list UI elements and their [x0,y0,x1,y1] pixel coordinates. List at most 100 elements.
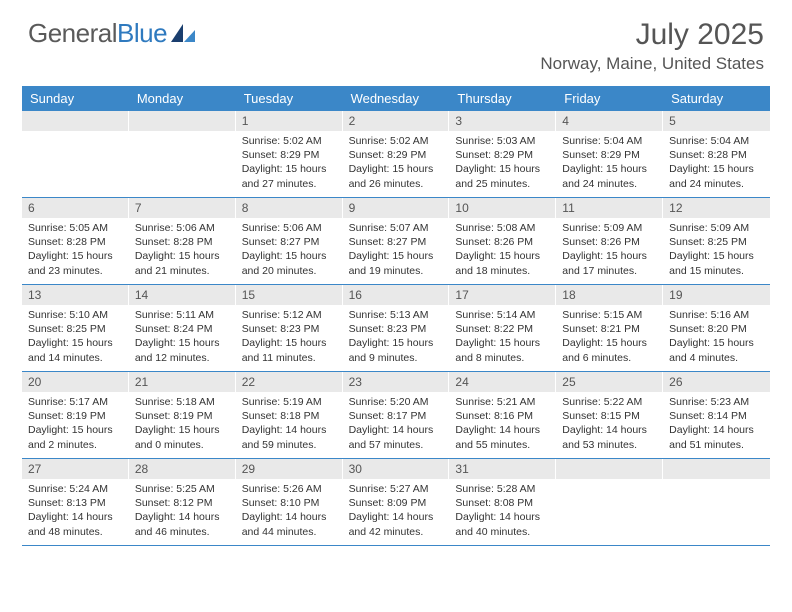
day-number: 30 [343,459,450,479]
day-details: Sunrise: 5:10 AMSunset: 8:25 PMDaylight:… [22,305,129,369]
day-details: Sunrise: 5:09 AMSunset: 8:26 PMDaylight:… [556,218,663,282]
day-3: 3Sunrise: 5:03 AMSunset: 8:29 PMDaylight… [449,111,556,197]
calendar: SundayMondayTuesdayWednesdayThursdayFrid… [22,86,770,546]
day-details: Sunrise: 5:19 AMSunset: 8:18 PMDaylight:… [236,392,343,456]
dow-thursday: Thursday [449,86,556,111]
day-number: 1 [236,111,343,131]
empty-day [663,459,770,545]
day-details: Sunrise: 5:07 AMSunset: 8:27 PMDaylight:… [343,218,450,282]
day-details: Sunrise: 5:27 AMSunset: 8:09 PMDaylight:… [343,479,450,543]
day-details: Sunrise: 5:11 AMSunset: 8:24 PMDaylight:… [129,305,236,369]
day-details: Sunrise: 5:16 AMSunset: 8:20 PMDaylight:… [663,305,770,369]
day-number: 21 [129,372,236,392]
day-number [556,459,663,479]
day-number: 23 [343,372,450,392]
day-details: Sunrise: 5:17 AMSunset: 8:19 PMDaylight:… [22,392,129,456]
day-11: 11Sunrise: 5:09 AMSunset: 8:26 PMDayligh… [556,198,663,284]
day-details: Sunrise: 5:15 AMSunset: 8:21 PMDaylight:… [556,305,663,369]
sail-icon [171,24,197,44]
day-number: 6 [22,198,129,218]
day-details: Sunrise: 5:22 AMSunset: 8:15 PMDaylight:… [556,392,663,456]
day-details: Sunrise: 5:21 AMSunset: 8:16 PMDaylight:… [449,392,556,456]
day-number: 10 [449,198,556,218]
brand-part2: Blue [117,18,167,49]
day-number: 12 [663,198,770,218]
day-number: 27 [22,459,129,479]
day-29: 29Sunrise: 5:26 AMSunset: 8:10 PMDayligh… [236,459,343,545]
day-details: Sunrise: 5:20 AMSunset: 8:17 PMDaylight:… [343,392,450,456]
day-21: 21Sunrise: 5:18 AMSunset: 8:19 PMDayligh… [129,372,236,458]
day-details: Sunrise: 5:25 AMSunset: 8:12 PMDaylight:… [129,479,236,543]
day-number [663,459,770,479]
day-8: 8Sunrise: 5:06 AMSunset: 8:27 PMDaylight… [236,198,343,284]
day-details: Sunrise: 5:02 AMSunset: 8:29 PMDaylight:… [236,131,343,195]
dow-monday: Monday [129,86,236,111]
dow-sunday: Sunday [22,86,129,111]
day-number [129,111,236,131]
day-details: Sunrise: 5:18 AMSunset: 8:19 PMDaylight:… [129,392,236,456]
day-16: 16Sunrise: 5:13 AMSunset: 8:23 PMDayligh… [343,285,450,371]
day-number: 4 [556,111,663,131]
day-18: 18Sunrise: 5:15 AMSunset: 8:21 PMDayligh… [556,285,663,371]
day-31: 31Sunrise: 5:28 AMSunset: 8:08 PMDayligh… [449,459,556,545]
dow-saturday: Saturday [663,86,770,111]
dow-header-row: SundayMondayTuesdayWednesdayThursdayFrid… [22,86,770,111]
day-number: 2 [343,111,450,131]
day-20: 20Sunrise: 5:17 AMSunset: 8:19 PMDayligh… [22,372,129,458]
day-30: 30Sunrise: 5:27 AMSunset: 8:09 PMDayligh… [343,459,450,545]
day-22: 22Sunrise: 5:19 AMSunset: 8:18 PMDayligh… [236,372,343,458]
day-26: 26Sunrise: 5:23 AMSunset: 8:14 PMDayligh… [663,372,770,458]
day-number: 8 [236,198,343,218]
day-number: 28 [129,459,236,479]
day-number: 20 [22,372,129,392]
day-details: Sunrise: 5:06 AMSunset: 8:27 PMDaylight:… [236,218,343,282]
day-25: 25Sunrise: 5:22 AMSunset: 8:15 PMDayligh… [556,372,663,458]
day-28: 28Sunrise: 5:25 AMSunset: 8:12 PMDayligh… [129,459,236,545]
day-19: 19Sunrise: 5:16 AMSunset: 8:20 PMDayligh… [663,285,770,371]
day-number: 16 [343,285,450,305]
day-23: 23Sunrise: 5:20 AMSunset: 8:17 PMDayligh… [343,372,450,458]
empty-day [129,111,236,197]
month-title: July 2025 [540,18,764,52]
day-number: 9 [343,198,450,218]
day-details: Sunrise: 5:28 AMSunset: 8:08 PMDaylight:… [449,479,556,543]
day-number: 25 [556,372,663,392]
dow-wednesday: Wednesday [343,86,450,111]
day-1: 1Sunrise: 5:02 AMSunset: 8:29 PMDaylight… [236,111,343,197]
day-details: Sunrise: 5:04 AMSunset: 8:28 PMDaylight:… [663,131,770,195]
day-number: 11 [556,198,663,218]
dow-friday: Friday [556,86,663,111]
day-number: 26 [663,372,770,392]
day-6: 6Sunrise: 5:05 AMSunset: 8:28 PMDaylight… [22,198,129,284]
week-row: 27Sunrise: 5:24 AMSunset: 8:13 PMDayligh… [22,459,770,546]
header: GeneralBlue July 2025 Norway, Maine, Uni… [0,0,792,78]
day-4: 4Sunrise: 5:04 AMSunset: 8:29 PMDaylight… [556,111,663,197]
day-number: 14 [129,285,236,305]
day-15: 15Sunrise: 5:12 AMSunset: 8:23 PMDayligh… [236,285,343,371]
day-number: 5 [663,111,770,131]
day-details: Sunrise: 5:14 AMSunset: 8:22 PMDaylight:… [449,305,556,369]
day-details: Sunrise: 5:12 AMSunset: 8:23 PMDaylight:… [236,305,343,369]
day-details: Sunrise: 5:09 AMSunset: 8:25 PMDaylight:… [663,218,770,282]
day-details: Sunrise: 5:05 AMSunset: 8:28 PMDaylight:… [22,218,129,282]
day-details: Sunrise: 5:13 AMSunset: 8:23 PMDaylight:… [343,305,450,369]
day-9: 9Sunrise: 5:07 AMSunset: 8:27 PMDaylight… [343,198,450,284]
brand-part1: General [28,18,117,49]
day-14: 14Sunrise: 5:11 AMSunset: 8:24 PMDayligh… [129,285,236,371]
day-details: Sunrise: 5:04 AMSunset: 8:29 PMDaylight:… [556,131,663,195]
day-number [22,111,129,131]
day-number: 31 [449,459,556,479]
day-7: 7Sunrise: 5:06 AMSunset: 8:28 PMDaylight… [129,198,236,284]
day-number: 7 [129,198,236,218]
week-row: 1Sunrise: 5:02 AMSunset: 8:29 PMDaylight… [22,111,770,198]
day-12: 12Sunrise: 5:09 AMSunset: 8:25 PMDayligh… [663,198,770,284]
day-number: 17 [449,285,556,305]
day-number: 19 [663,285,770,305]
day-number: 13 [22,285,129,305]
day-number: 24 [449,372,556,392]
day-number: 29 [236,459,343,479]
day-details: Sunrise: 5:08 AMSunset: 8:26 PMDaylight:… [449,218,556,282]
day-number: 22 [236,372,343,392]
day-10: 10Sunrise: 5:08 AMSunset: 8:26 PMDayligh… [449,198,556,284]
day-number: 3 [449,111,556,131]
